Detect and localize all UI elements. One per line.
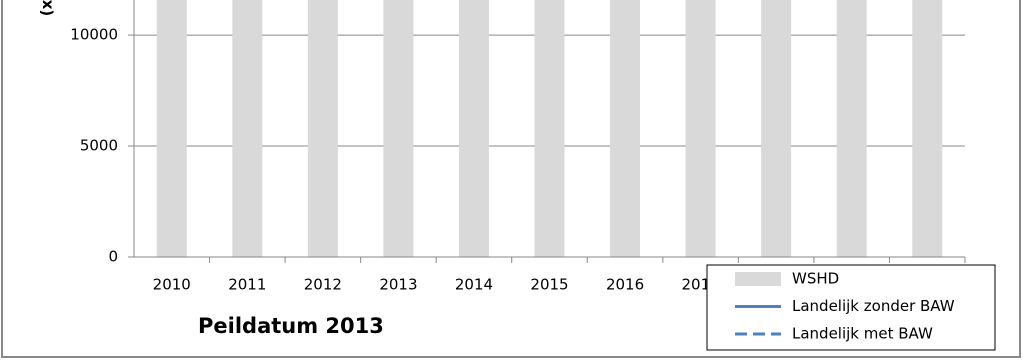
x-tick-label: 2011: [228, 276, 266, 294]
x-tick-label: 2015: [530, 276, 568, 294]
y-axis-title: (x: [38, 0, 56, 16]
x-tick-label: 2012: [304, 276, 342, 294]
bar: [383, 0, 414, 257]
legend-swatch: [735, 272, 781, 286]
y-tick-label: 10000: [70, 26, 118, 44]
bar: [610, 0, 641, 257]
x-tick-label: 2016: [606, 276, 644, 294]
bar: [307, 0, 338, 257]
x-tick-label: 2013: [379, 276, 417, 294]
bar: [458, 0, 489, 257]
x-tick-label: 2010: [153, 276, 191, 294]
legend-label: Landelijk zonder BAW: [792, 297, 955, 315]
legend-label: Landelijk met BAW: [792, 325, 933, 343]
bar: [761, 0, 792, 257]
bar: [836, 0, 867, 257]
legend-label: WSHD: [792, 270, 839, 288]
bar: [912, 0, 943, 257]
y-tick-label: 0: [108, 248, 118, 266]
plot-area: [134, 0, 965, 257]
bar: [685, 0, 716, 257]
bar: [232, 0, 263, 257]
y-tick-label: 5000: [80, 137, 118, 155]
bar: [534, 0, 565, 257]
x-tick-label: 2014: [455, 276, 493, 294]
annotation: Peildatum 2013: [198, 314, 384, 338]
bar: [156, 0, 187, 257]
